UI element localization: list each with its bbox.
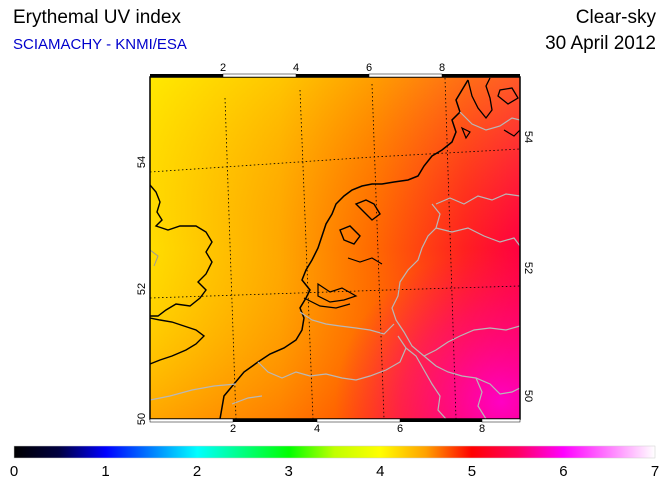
lat-tick-left: 52 [136, 283, 148, 295]
lat-tick-left: 54 [136, 156, 148, 168]
uk-coastline [150, 184, 213, 317]
lon-tick-bottom: 4 [314, 423, 320, 435]
lon-tick-bottom: 2 [230, 423, 236, 435]
colorbar-label: 1 [101, 463, 110, 480]
date-label: 30 April 2012 [545, 33, 656, 54]
lat-tick-right: 52 [522, 262, 534, 274]
continental-coastline [219, 79, 469, 419]
colorbar-label: 0 [9, 463, 19, 480]
data-source-label: SCIAMACHY - KNMI/ESA [13, 36, 187, 53]
lat-tick-right: 54 [522, 131, 534, 143]
graticule [150, 77, 520, 419]
country-borders [150, 111, 520, 419]
colorbar-label: 4 [376, 463, 385, 480]
colorbar-label: 3 [284, 463, 293, 480]
colorbar-label: 7 [650, 463, 660, 480]
lon-tick-top: 6 [366, 62, 372, 74]
longitude-tick-bar-top [150, 73, 520, 78]
colorbar-label: 5 [467, 463, 477, 480]
map-title: Erythemal UV index [13, 7, 181, 28]
uv-colorbar [13, 445, 656, 459]
lon-tick-top: 4 [293, 62, 299, 74]
sky-condition-label: Clear-sky [575, 7, 656, 28]
lon-tick-top: 8 [439, 62, 445, 74]
lat-tick-right: 50 [522, 390, 534, 402]
lon-tick-bottom: 6 [397, 423, 403, 435]
longitude-tick-bar-bottom [149, 418, 521, 423]
colorbar-label: 6 [559, 463, 568, 480]
lat-tick-left: 50 [136, 413, 148, 425]
lon-tick-top: 2 [220, 62, 226, 74]
lon-tick-bottom: 8 [479, 423, 485, 435]
colorbar-label: 2 [192, 463, 202, 480]
uv-index-field [150, 77, 520, 419]
